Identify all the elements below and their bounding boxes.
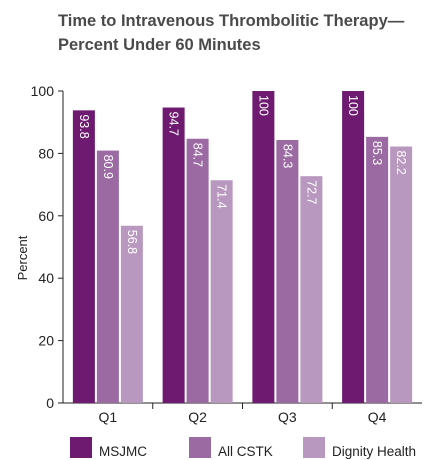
data-label: 100 [256,95,270,116]
x-tick-label: Q2 [188,409,207,425]
y-tick-label: 80 [38,145,54,161]
y-tick-label: 0 [46,395,54,411]
x-tick-label: Q4 [368,409,387,425]
x-tick-label: Q3 [278,409,297,425]
bar [276,139,299,403]
data-label: 85.3 [370,141,384,165]
bar [120,225,143,403]
chart-legend: MSJMC All CSTK Dignity Health [70,437,416,459]
bar [252,91,275,403]
data-label: 84.7 [191,143,205,167]
chart-bars [72,91,413,404]
y-tick-label: 40 [38,270,54,286]
data-label: 72.7 [304,180,318,204]
chart-title-line-2: Percent Under 60 Minutes [58,36,261,54]
bar [342,91,365,403]
bar [162,107,185,403]
legend-label: MSJMC [99,444,147,459]
y-axis-label: Percent [15,235,30,280]
legend-label: Dignity Health [332,444,416,459]
bar [366,136,389,403]
data-label: 56.8 [125,230,139,254]
bar [96,150,119,403]
bar [210,180,233,403]
data-label: 82.2 [394,151,408,175]
data-label: 100 [346,95,360,116]
legend-swatch [189,437,211,458]
x-tick-label: Q1 [99,409,118,425]
chart-data-labels: 93.8 80.9 56.8 94.7 84.7 71.4 100 84.3 72.7 100 85… [77,95,408,254]
data-label: 94.7 [167,112,181,136]
data-label: 80.9 [101,155,115,179]
y-tick-label: 100 [31,83,55,99]
chart-title: Time to Intravenous Thrombolitic Therapy… [58,9,418,57]
bar [390,146,413,403]
bar [186,138,209,403]
y-tick-label: 20 [38,333,54,349]
data-label: 93.8 [77,114,91,138]
legend-swatch [303,437,325,458]
chart-title-line-1: Time to Intravenous Thrombolitic Therapy… [58,12,405,30]
data-label: 71.4 [215,184,229,208]
legend-label: All CSTK [218,444,273,459]
bar [72,110,95,404]
bar [300,176,323,403]
legend-swatch [70,437,92,458]
data-label: 84.3 [280,144,294,168]
y-tick-label: 60 [38,208,54,224]
